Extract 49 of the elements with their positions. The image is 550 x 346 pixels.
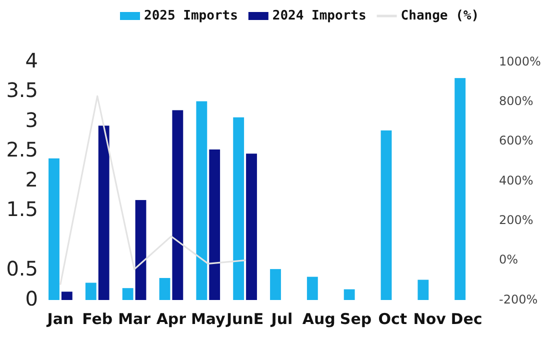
bar: [98, 126, 110, 300]
y-tick-label: 4: [25, 48, 38, 72]
bar: [135, 200, 146, 300]
y-tick-label: 0.5: [6, 256, 38, 281]
bar: [270, 269, 281, 300]
legend-label: Change (%): [400, 8, 480, 24]
x-tick-label: Apr: [156, 310, 187, 328]
y2-tick-label: 400%: [499, 173, 534, 188]
bar: [48, 158, 60, 300]
x-tick-label: Jan: [46, 310, 74, 328]
bar: [246, 154, 257, 300]
bar: [61, 292, 72, 300]
legend-label: 2024 Imports: [272, 8, 366, 24]
x-tick-label: Aug: [302, 310, 336, 328]
x-tick-label: Nov: [413, 310, 446, 328]
y2-tick-label: 200%: [499, 212, 534, 227]
bar: [306, 276, 318, 300]
y-tick-label: 2.5: [6, 138, 38, 162]
bar: [454, 78, 466, 300]
legend-label: 2025 Imports: [144, 8, 238, 24]
bar: [418, 280, 429, 300]
x-tick-label: Mar: [118, 310, 152, 328]
bar: [159, 278, 170, 300]
x-tick-label: Sep: [340, 310, 372, 328]
x-tick-label: May: [190, 310, 226, 328]
bar: [122, 288, 134, 300]
y2-tick-label: 1000%: [499, 54, 541, 68]
bar: [172, 110, 184, 300]
bar: [344, 289, 355, 300]
y-tick-label: 3.5: [6, 78, 38, 102]
y2-tick-label: 600%: [499, 134, 534, 148]
y-tick-label: 2: [25, 167, 38, 192]
y2-tick-label: 0%: [499, 252, 518, 267]
x-tick-label: JunE: [225, 310, 264, 328]
bar: [85, 282, 96, 300]
y-tick-label: 0: [25, 286, 38, 310]
bar: [380, 130, 392, 300]
y2-tick-label: 800%: [499, 94, 534, 108]
line-series: [60, 95, 246, 285]
x-tick-label: Oct: [378, 310, 408, 328]
x-tick-label: Jul: [270, 310, 293, 328]
x-tick-label: Dec: [450, 310, 482, 328]
bar: [233, 117, 244, 300]
y-tick-label: 3: [25, 108, 38, 132]
bar: [196, 101, 208, 300]
y-tick-label: 1.5: [6, 197, 38, 222]
x-tick-label: Feb: [82, 310, 113, 328]
bar: [209, 149, 220, 300]
y2-tick-label: -200%: [499, 292, 538, 306]
